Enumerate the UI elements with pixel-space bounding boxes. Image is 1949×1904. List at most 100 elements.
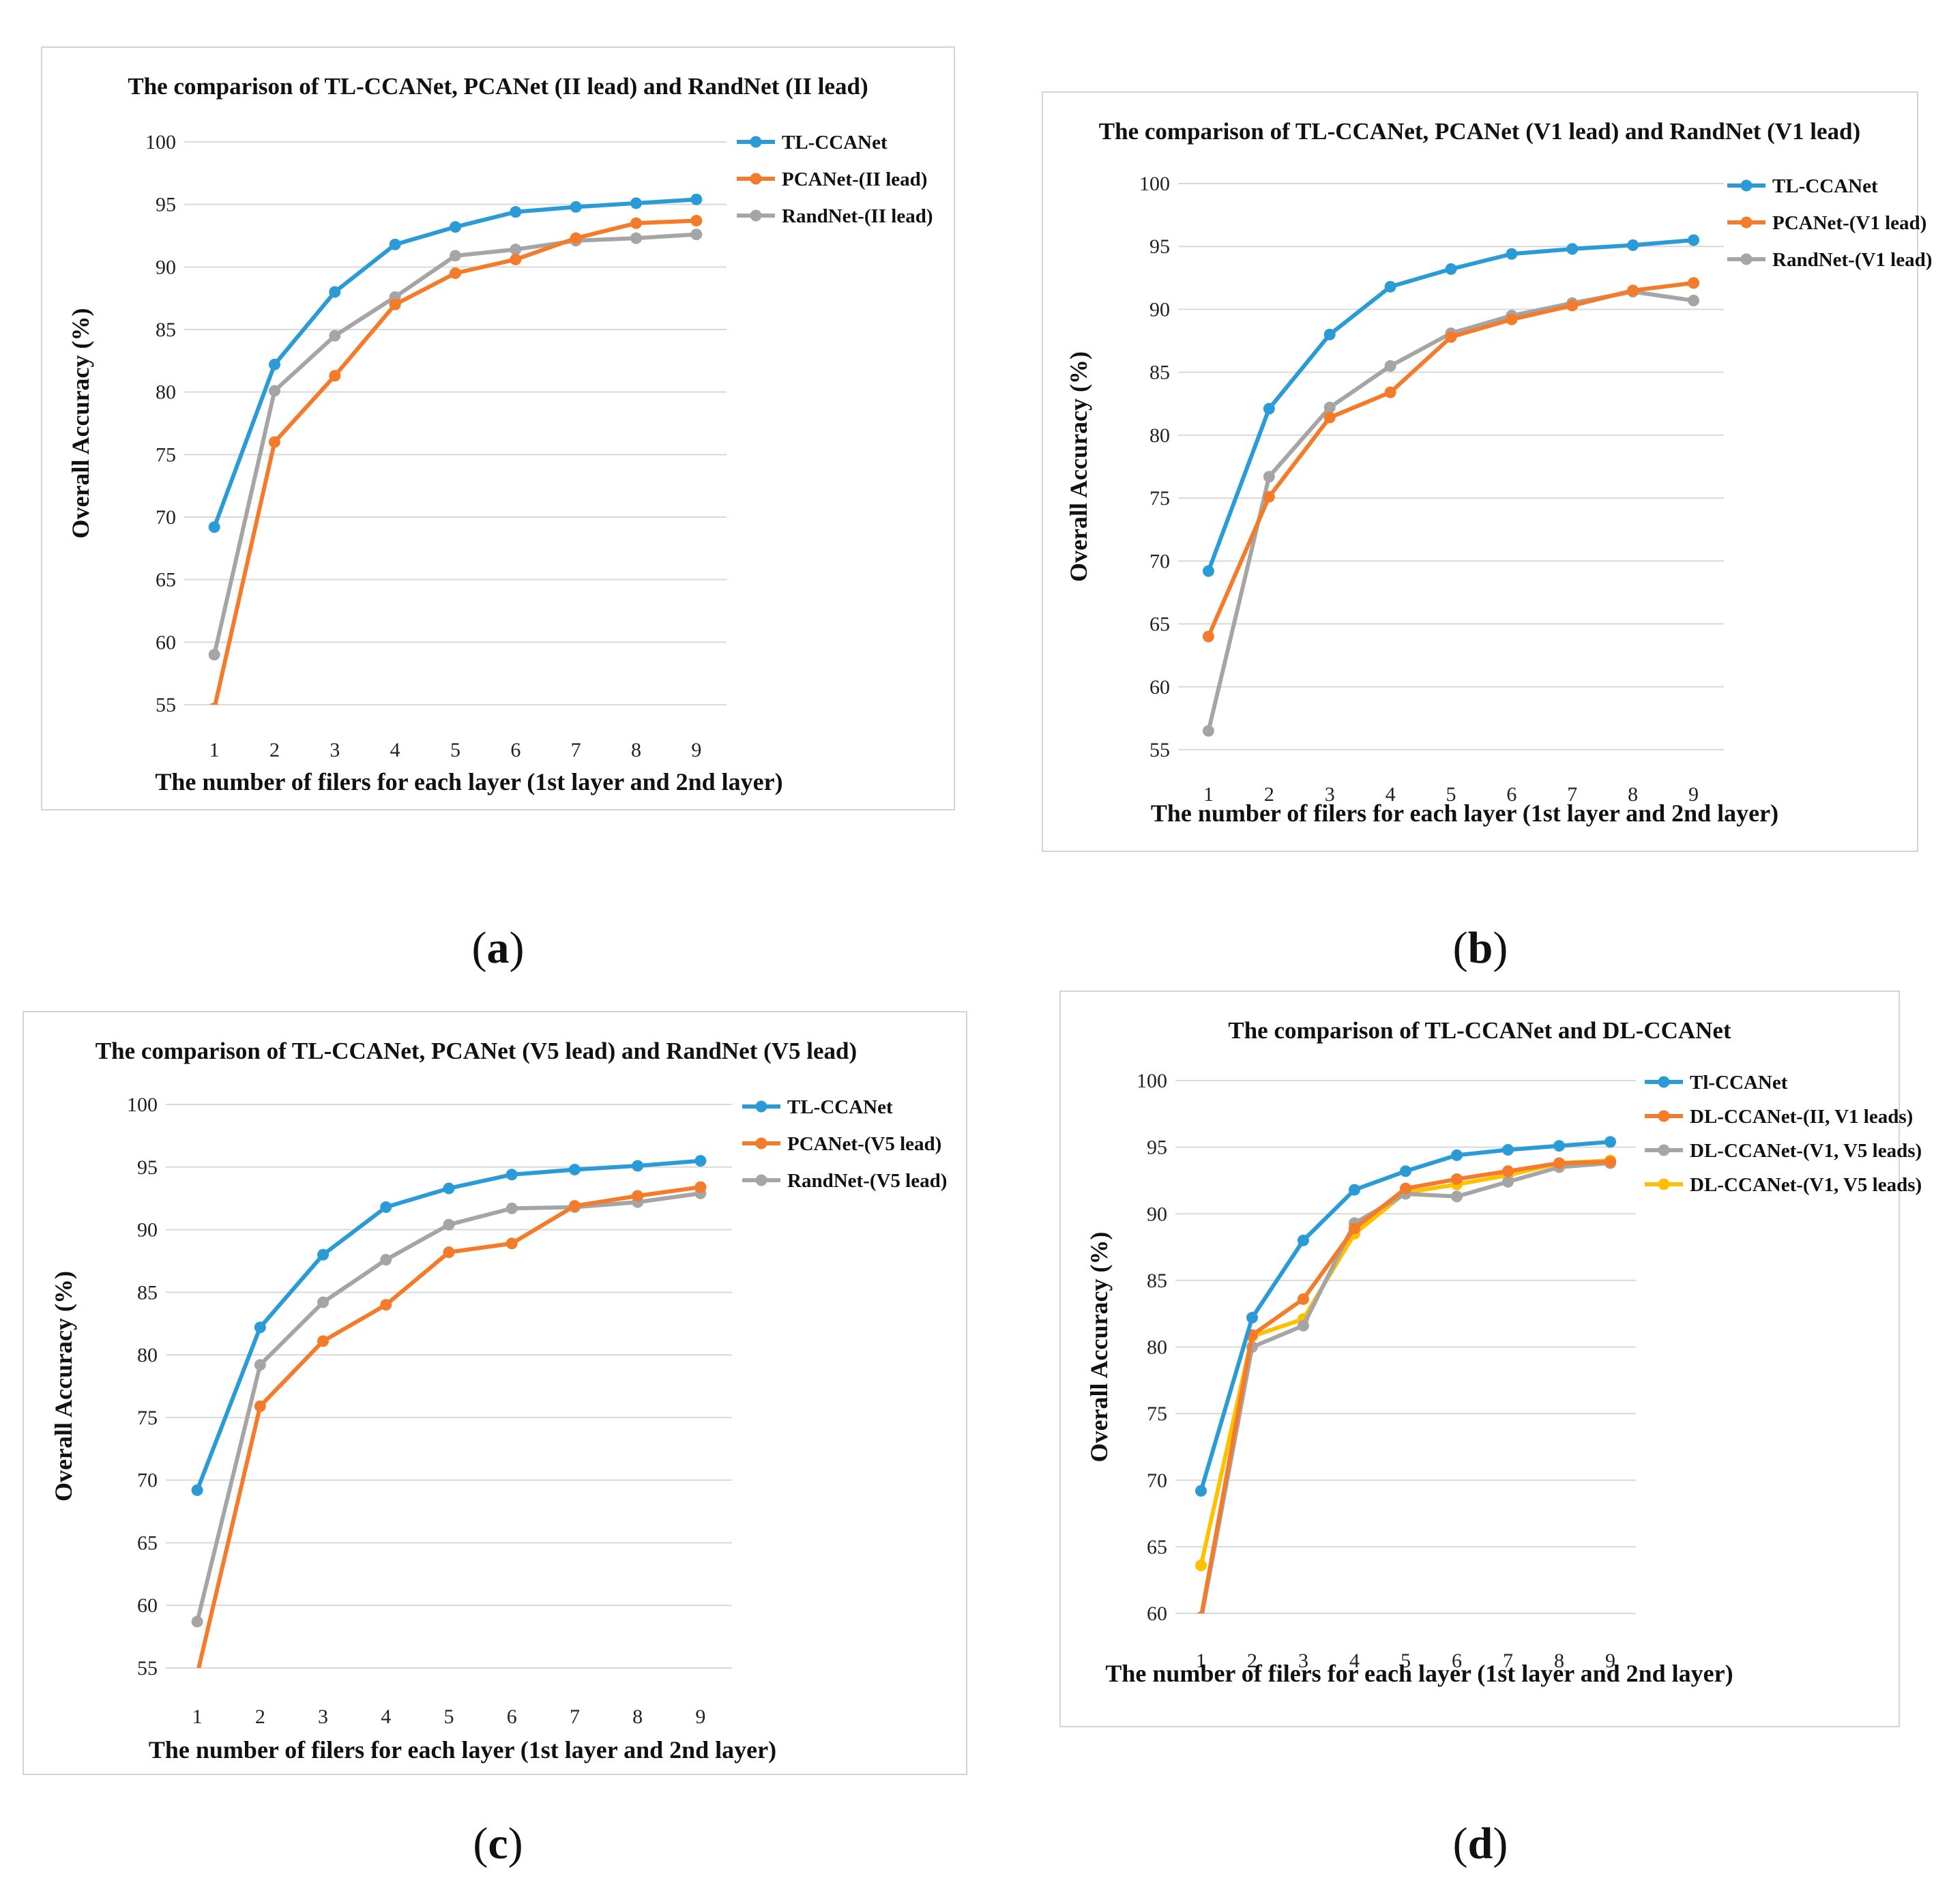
data-point [380, 1254, 392, 1266]
x-tick-label: 9 [1688, 783, 1699, 806]
x-tick-label: 2 [269, 739, 280, 761]
data-point [208, 521, 220, 533]
y-tick-label: 95 [1147, 1137, 1167, 1159]
chart-frame [41, 46, 955, 810]
y-tick-label: 80 [1149, 424, 1170, 447]
x-axis-title: The number of filers for each layer (1st… [155, 768, 782, 795]
y-tick-label: 65 [1147, 1536, 1167, 1558]
data-point [1502, 1144, 1514, 1156]
data-point [505, 1237, 518, 1250]
data-point [1506, 248, 1518, 260]
legend-label: RandNet-(V1 lead) [1772, 249, 1932, 271]
chart-panel-c: The comparison of TL-CCANet, PCANet (V5 … [23, 1011, 967, 1775]
chart-b: The comparison of TL-CCANet, PCANet (V1 … [1042, 91, 1932, 852]
x-tick-label: 5 [1446, 783, 1456, 806]
data-point [450, 221, 461, 233]
y-axis-title: Overall Accuracy (%) [1085, 1232, 1113, 1463]
data-point [329, 329, 341, 342]
y-tick-label: 70 [137, 1469, 158, 1492]
data-point [1349, 1222, 1360, 1235]
x-tick-label: 5 [1401, 1650, 1411, 1672]
x-tick-label: 1 [1196, 1650, 1206, 1672]
data-point [269, 358, 280, 370]
data-point [269, 436, 280, 448]
y-tick-label: 55 [156, 694, 176, 716]
data-point [1627, 239, 1639, 251]
x-tick-label: 5 [444, 1705, 454, 1728]
chart-title: The comparison of TL-CCANet, PCANet (II … [128, 73, 868, 100]
y-tick-label: 70 [156, 506, 176, 529]
legend-swatch-marker [1740, 216, 1753, 229]
legend-swatch-marker [1740, 253, 1753, 265]
chart-frame [1059, 991, 1900, 1727]
x-tick-label: 8 [631, 739, 641, 761]
data-point [632, 1190, 644, 1202]
y-tick-label: 65 [156, 569, 176, 591]
data-point [1384, 386, 1396, 398]
y-tick-label: 85 [156, 319, 176, 341]
x-tick-label: 1 [192, 1705, 203, 1728]
data-point [690, 193, 703, 205]
series-layer [208, 193, 703, 705]
data-point [389, 238, 401, 250]
x-tick-label: 5 [450, 739, 460, 761]
x-tick-label: 9 [691, 739, 701, 761]
data-point [1445, 263, 1457, 275]
data-point [1553, 1140, 1565, 1152]
legend-swatch-marker [750, 209, 762, 222]
legend-swatch-marker [1658, 1076, 1670, 1088]
x-tick-label: 3 [1298, 1650, 1308, 1672]
y-tick-label: 75 [1149, 487, 1170, 510]
x-tick-label: 7 [570, 1705, 580, 1728]
y-tick-label: 75 [137, 1407, 158, 1429]
x-tick-label: 8 [1554, 1650, 1564, 1672]
data-point [254, 1400, 266, 1412]
legend-label: RandNet-(V5 lead) [787, 1170, 947, 1192]
data-point [510, 206, 522, 218]
data-point [690, 229, 703, 241]
y-tick-label: 70 [1149, 550, 1170, 572]
x-axis-title: The number of filers for each layer (1st… [1151, 800, 1778, 827]
x-tick-label: 6 [510, 739, 521, 761]
data-point [510, 253, 522, 265]
data-point [450, 267, 461, 279]
data-point [570, 201, 582, 213]
legend-label: DL-CCANet-(V1, V5 leads) [1690, 1174, 1922, 1196]
data-point [317, 1296, 329, 1308]
y-tick-label: 60 [137, 1594, 158, 1617]
data-point [1349, 1184, 1360, 1196]
data-point [570, 232, 582, 244]
data-point [505, 1169, 518, 1181]
data-point [254, 1321, 266, 1334]
legend-label: PCANet-(II lead) [782, 169, 927, 190]
caption-b: (b) [1452, 923, 1508, 973]
data-point [329, 370, 341, 382]
x-tick-label: 8 [632, 1705, 643, 1728]
x-tick-label: 6 [1452, 1650, 1462, 1672]
chart-frame [23, 1011, 967, 1775]
data-point [1451, 1149, 1463, 1161]
series-layer [191, 1155, 707, 1668]
data-point [329, 286, 341, 298]
y-tick-label: 60 [1149, 676, 1170, 699]
x-tick-label: 3 [318, 1705, 328, 1728]
x-axis-title: The number of filers for each layer (1st… [149, 1736, 776, 1763]
x-tick-label: 7 [1567, 783, 1577, 806]
x-tick-label: 7 [1503, 1650, 1513, 1672]
x-tick-label: 3 [1325, 783, 1335, 806]
data-point [690, 215, 703, 226]
data-point [317, 1335, 329, 1347]
data-point [1688, 234, 1700, 246]
legend-label: PCANet-(V1 lead) [1772, 212, 1926, 234]
chart-panel-a: The comparison of TL-CCANet, PCANet (II … [41, 46, 955, 810]
data-point [1298, 1293, 1309, 1305]
data-point [1627, 284, 1639, 297]
y-axis-title: Overall Accuracy (%) [50, 1271, 77, 1502]
chart-a: The comparison of TL-CCANet, PCANet (II … [41, 46, 955, 810]
y-tick-label: 80 [156, 381, 176, 404]
y-tick-label: 95 [1149, 235, 1170, 258]
legend-label: PCANet-(V5 lead) [787, 1133, 941, 1155]
data-point [1246, 1312, 1258, 1324]
data-point [510, 244, 522, 256]
chart-title: The comparison of TL-CCANet, PCANet (V1 … [1099, 118, 1860, 145]
